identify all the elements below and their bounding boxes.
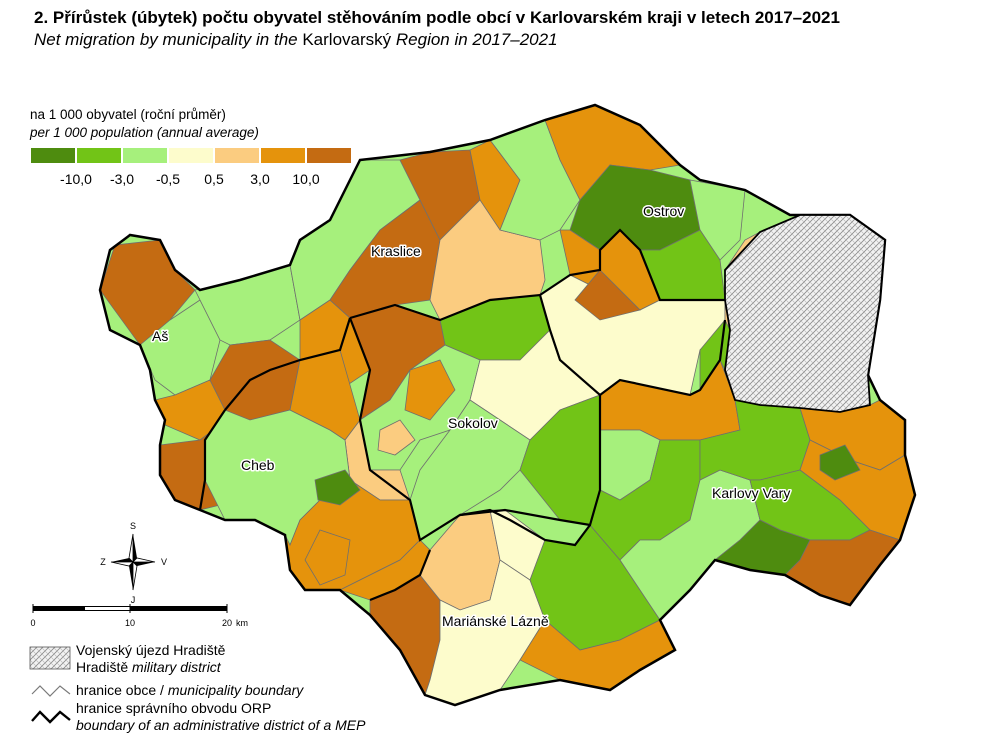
compass-arrow-north bbox=[133, 534, 137, 562]
scale-bar bbox=[32, 604, 228, 613]
legend-swatch-7 bbox=[306, 147, 352, 164]
legend-header: na 1 000 obyvatel (roční průměr) per 1 0… bbox=[30, 106, 259, 142]
city-label-as: Aš bbox=[152, 328, 168, 344]
city-label-karlovy-vary: Karlovy Vary bbox=[712, 485, 790, 501]
scale-label-20: 20 bbox=[221, 618, 233, 628]
legend-break-5: 3,0 bbox=[250, 171, 270, 187]
legend-break-3: -0,5 bbox=[155, 171, 181, 187]
city-label-ostrov: Ostrov bbox=[643, 203, 684, 219]
city-label-sokolov: Sokolov bbox=[448, 415, 498, 431]
compass-label-south: J bbox=[131, 595, 136, 605]
legend-break-6: 10,0 bbox=[292, 171, 320, 187]
legend-orp-line bbox=[31, 710, 71, 724]
legend-military-swatch bbox=[29, 646, 71, 670]
compass-label-north: S bbox=[130, 521, 136, 531]
municipality-polygon bbox=[377, 419, 416, 456]
legend-break-2: -3,0 bbox=[109, 171, 135, 187]
legend-swatch-4 bbox=[168, 147, 214, 164]
legend-breaks: -10,0 -3,0 -0,5 0,5 3,0 10,0 bbox=[30, 171, 360, 191]
scale-label-0: 0 bbox=[30, 618, 36, 628]
compass-arrow-south bbox=[129, 562, 133, 590]
compass-arrow-west bbox=[111, 558, 133, 562]
scale-unit: km bbox=[236, 618, 248, 628]
map-title: 2. Přírůstek (úbytek) počtu obyvatel stě… bbox=[34, 8, 840, 27]
legend-municipality-text: hranice obce / municipality boundary bbox=[76, 682, 304, 698]
compass-label-west: Z bbox=[100, 557, 106, 567]
scale-label-10: 10 bbox=[124, 618, 136, 628]
map-subtitle: Net migration by municipality in the Kar… bbox=[34, 30, 558, 49]
legend-swatch-3 bbox=[122, 147, 168, 164]
military-district-hradiste bbox=[724, 214, 886, 413]
legend-swatch-6 bbox=[260, 147, 306, 164]
municipality-polygon bbox=[304, 529, 351, 586]
compass-arrow-east bbox=[133, 562, 155, 566]
city-labels: Ostrov Kraslice Aš Sokolov Cheb Karlovy … bbox=[151, 202, 792, 631]
city-label-cheb: Cheb bbox=[241, 457, 275, 473]
legend-swatch-1 bbox=[30, 147, 76, 164]
legend-swatches bbox=[30, 147, 352, 164]
municipality-polygon bbox=[139, 299, 221, 396]
compass-rose: S J Z V bbox=[100, 521, 167, 605]
legend-break-1: -10,0 bbox=[60, 171, 92, 187]
orp-boundaries bbox=[198, 228, 727, 602]
legend-swatch-5 bbox=[214, 147, 260, 164]
municipality-polygon bbox=[819, 444, 861, 481]
compass-label-east: V bbox=[161, 557, 167, 567]
legend-military-text: Vojenský újezd Hradiště Hradiště militar… bbox=[76, 642, 226, 675]
municipality-polygon bbox=[404, 359, 456, 421]
scale-labels: 0 10 20 km bbox=[30, 618, 270, 630]
city-label-kraslice: Kraslice bbox=[371, 243, 421, 259]
legend-break-4: 0,5 bbox=[204, 171, 224, 187]
legend-orp-text: hranice správního obvodu ORP boundary of… bbox=[76, 700, 366, 733]
municipality-polygon bbox=[574, 269, 641, 321]
legend-unit-cs: na 1 000 obyvatel (roční průměr) bbox=[30, 107, 226, 122]
municipality-polygon bbox=[409, 399, 531, 541]
boundary-legend-symbols bbox=[29, 646, 71, 724]
legend-swatch-2 bbox=[76, 147, 122, 164]
city-label-marianske-lazne: Mariánské Lázně bbox=[442, 613, 549, 629]
legend-unit-en: per 1 000 population (annual average) bbox=[30, 125, 259, 140]
municipality-polygon bbox=[314, 469, 361, 506]
legend-municipality-line bbox=[31, 685, 71, 697]
